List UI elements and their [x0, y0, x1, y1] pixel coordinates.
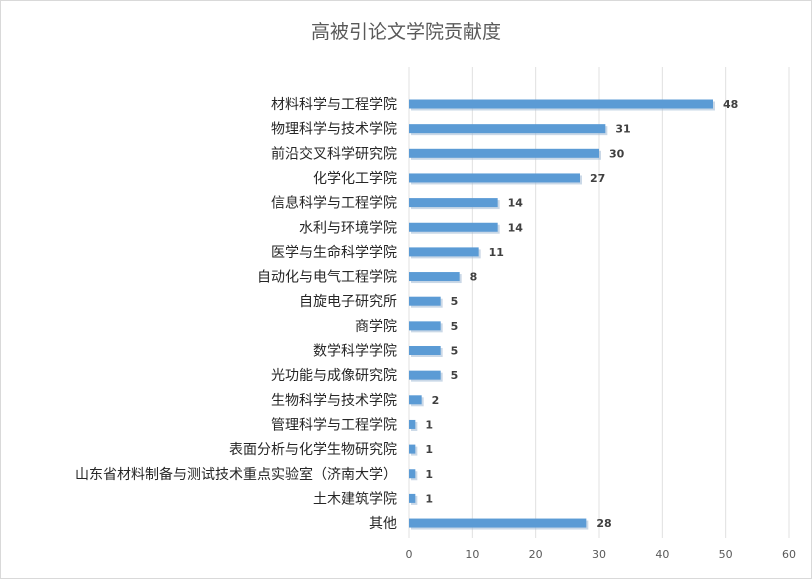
bars [409, 99, 715, 530]
data-label: 5 [451, 345, 459, 358]
bar-2 [409, 148, 599, 158]
bar-6 [409, 247, 479, 257]
bar-17 [409, 518, 587, 528]
category-label: 自动化与电气工程学院 [257, 270, 397, 286]
category-label: 生物科学与技术学院 [271, 393, 397, 409]
data-label: 1 [425, 418, 433, 431]
data-label: 14 [508, 221, 524, 234]
data-label: 1 [425, 492, 433, 505]
bar-9 [409, 321, 441, 331]
x-tick-label: 20 [529, 548, 543, 561]
category-label: 材料科学与工程学院 [271, 97, 397, 113]
category-labels: 材料科学与工程学院物理科学与技术学院前沿交叉科学研究院化学化工学院信息科学与工程… [75, 97, 397, 532]
category-label: 化学化工学院 [313, 171, 397, 187]
data-label: 48 [723, 98, 738, 111]
grid-lines [408, 67, 790, 538]
category-label: 水利与环境学院 [299, 220, 397, 236]
data-label: 14 [508, 197, 524, 210]
category-label: 表面分析与化学生物研究院 [229, 442, 397, 458]
data-label: 27 [590, 172, 605, 185]
chart-title: 高被引论文学院贡献度 [311, 21, 501, 43]
category-label: 光功能与成像研究院 [271, 368, 397, 384]
x-tick-label: 60 [782, 548, 796, 561]
bar-15 [409, 469, 416, 479]
category-label: 其他 [369, 516, 397, 532]
data-label: 5 [451, 320, 459, 333]
category-label: 医学与生命科学学院 [271, 244, 397, 261]
data-label: 1 [425, 468, 433, 481]
data-label: 31 [615, 123, 630, 136]
x-tick-label: 10 [465, 548, 479, 561]
data-label: 11 [489, 246, 504, 259]
category-label: 土木建筑学院 [313, 491, 397, 507]
data-label: 5 [451, 369, 459, 382]
category-label: 管理科学与工程学院 [271, 417, 397, 433]
bar-12 [409, 395, 422, 405]
x-tick-label: 40 [655, 548, 669, 561]
category-label: 物理科学与技术学院 [271, 122, 397, 138]
data-label: 28 [596, 517, 611, 530]
x-tick-label: 30 [592, 548, 606, 561]
category-label: 商学院 [355, 319, 397, 335]
bar-0 [409, 99, 713, 109]
x-axis-ticks: 0 10 20 30 40 50 60 [406, 548, 797, 561]
bar-3 [409, 173, 580, 183]
category-label: 信息科学与工程学院 [271, 195, 397, 212]
data-label: 30 [609, 147, 625, 160]
data-label: 5 [451, 295, 459, 308]
x-tick-label: 0 [406, 548, 413, 561]
bar-7 [409, 272, 460, 282]
category-label: 数学科学学院 [313, 344, 397, 360]
bar-10 [409, 346, 441, 355]
bar-13 [409, 419, 416, 429]
category-label: 山东省材料制备与测试技术重点实验室（济南大学） [75, 466, 397, 483]
bar-8 [409, 296, 441, 306]
data-label: 1 [425, 443, 433, 456]
data-label: 2 [432, 394, 440, 407]
data-label: 8 [470, 271, 478, 284]
bar-5 [409, 222, 498, 232]
bar-11 [409, 370, 441, 380]
x-tick-label: 50 [719, 548, 733, 561]
bar-16 [409, 493, 416, 503]
bar-14 [409, 444, 416, 454]
bar-1 [409, 124, 606, 134]
category-label: 自旋电子研究所 [299, 294, 397, 310]
category-label: 前沿交叉科学研究院 [271, 145, 397, 162]
bar-4 [409, 198, 498, 208]
